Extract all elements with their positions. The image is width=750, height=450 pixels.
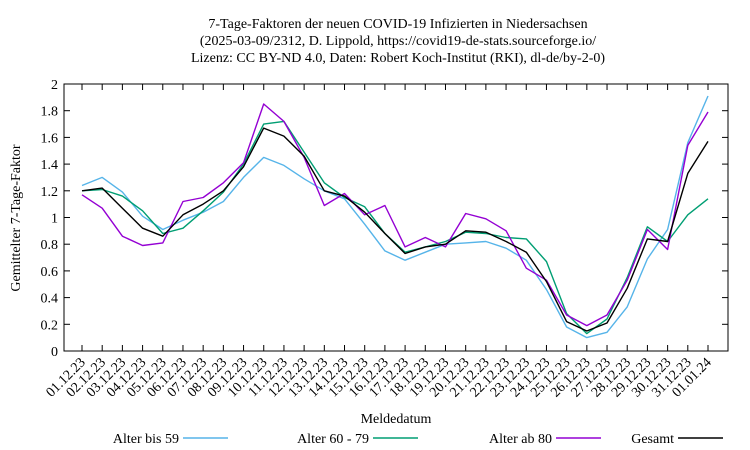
y-tick-label: 0.2 [41,318,59,333]
y-tick-label: 2 [51,78,58,93]
legend-label-1: Alter 60 - 79 [297,432,369,447]
y-tick-label: 1.8 [41,105,59,120]
legend-label-2: Alter ab 80 [489,432,552,447]
chart-title: 7-Tage-Faktoren der neuen COVID-19 Infiz… [191,17,605,66]
series-line-3 [81,127,709,332]
title-line-3: Lizenz: CC BY-ND 4.0, Daten: Robert Koch… [191,51,605,66]
legend-label-0: Alter bis 59 [113,432,179,447]
y-tick-label: 0.4 [41,292,59,307]
plot-frame [63,83,729,352]
x-axis-label: Meldedatum [361,412,432,427]
y-tick-label: 1 [51,212,58,227]
y-tick-label: 0 [51,345,58,360]
y-tick-label: 0.6 [41,265,59,280]
y-tick-label: 1.6 [41,131,59,146]
y-tick-label: 0.8 [41,238,59,253]
series-line-2 [81,103,709,327]
series-line-0 [81,95,709,339]
y-tick-label: 1.4 [41,158,59,173]
y-tick-label: 1.2 [41,185,59,200]
y-ticks: 0 0.2 0.4 0.6 0.8 1 1.2 1.4 1.6 1.8 2 [41,78,728,360]
title-line-1: 7-Tage-Faktoren der neuen COVID-19 Infiz… [208,17,587,32]
series-lines [81,95,709,339]
legend-label-3: Gesamt [631,432,674,447]
legend: Alter bis 59 Alter 60 - 79 Alter ab 80 Gesa… [113,432,723,447]
title-line-2: (2025-03-09/2312, D. Lippold, https://co… [200,34,596,49]
y-axis-label: Gemittelter 7-Tage-Faktor [9,144,24,291]
